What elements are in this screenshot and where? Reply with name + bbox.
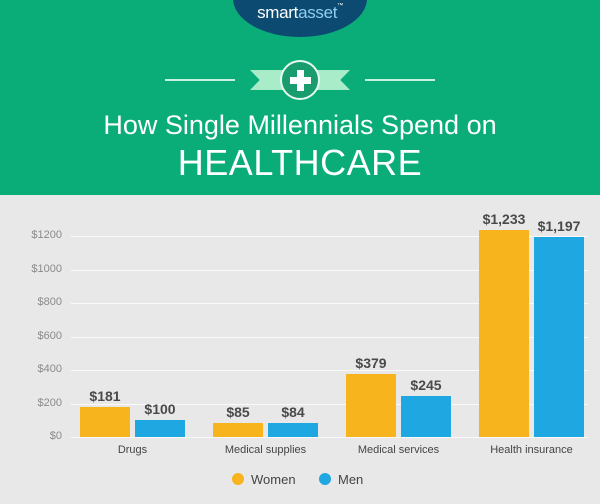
header-banner: smartasset™ How Single Millennials Spend…	[0, 0, 600, 195]
gridline	[71, 336, 588, 338]
title-line-2: HEALTHCARE	[177, 142, 423, 183]
bar-men[interactable]	[268, 422, 318, 437]
bar-value-label: $1,233	[482, 211, 526, 228]
bar-men[interactable]	[135, 420, 185, 437]
bar-women[interactable]	[213, 422, 263, 437]
y-tick-label: $1000	[31, 262, 62, 275]
legend-men-swatch	[319, 473, 331, 485]
logo-text: smartasset™	[257, 3, 343, 22]
divider-right	[365, 79, 435, 81]
y-tick-label: $800	[37, 296, 62, 308]
bar-value-label: $245	[410, 376, 442, 393]
title-line-1: How Single Millennials Spend on	[103, 110, 497, 140]
legend-women-label: Women	[251, 472, 296, 487]
x-category-label: Medical services	[357, 444, 440, 456]
gridline	[71, 269, 588, 271]
y-tick-label: $1200	[31, 229, 62, 241]
bar-women[interactable]	[80, 406, 130, 437]
bar-value-label: $85	[226, 403, 250, 420]
bar-women[interactable]	[346, 373, 396, 437]
bar-value-label: $100	[144, 401, 176, 418]
bar-value-label: $1,197	[537, 217, 581, 234]
legend-men-label: Men	[338, 472, 364, 487]
bar-men[interactable]	[401, 395, 451, 437]
plus-icon	[280, 60, 320, 100]
legend: Women Men	[0, 471, 600, 487]
y-tick-label: $200	[37, 396, 62, 409]
bar-value-label: $84	[281, 403, 305, 420]
gridline	[71, 303, 588, 304]
gridline	[71, 236, 588, 237]
smartasset-logo[interactable]: smartasset™	[233, 0, 367, 37]
gridline	[71, 403, 588, 405]
x-category-label: Medical supplies	[224, 444, 307, 456]
y-tick-label: $600	[37, 329, 62, 342]
bar-value-label: $379	[355, 354, 387, 371]
y-tick-label: $400	[37, 363, 62, 375]
bar-women[interactable]	[479, 230, 529, 437]
gridline	[71, 437, 588, 438]
gridline	[71, 370, 588, 371]
bar-value-label: $181	[89, 387, 121, 404]
y-tick-label: $0	[49, 430, 62, 442]
x-category-label: Drugs	[117, 444, 148, 456]
divider-left	[165, 79, 235, 81]
bar-men[interactable]	[534, 236, 584, 437]
legend-women-swatch	[232, 473, 244, 485]
x-category-label: Health insurance	[490, 444, 573, 456]
